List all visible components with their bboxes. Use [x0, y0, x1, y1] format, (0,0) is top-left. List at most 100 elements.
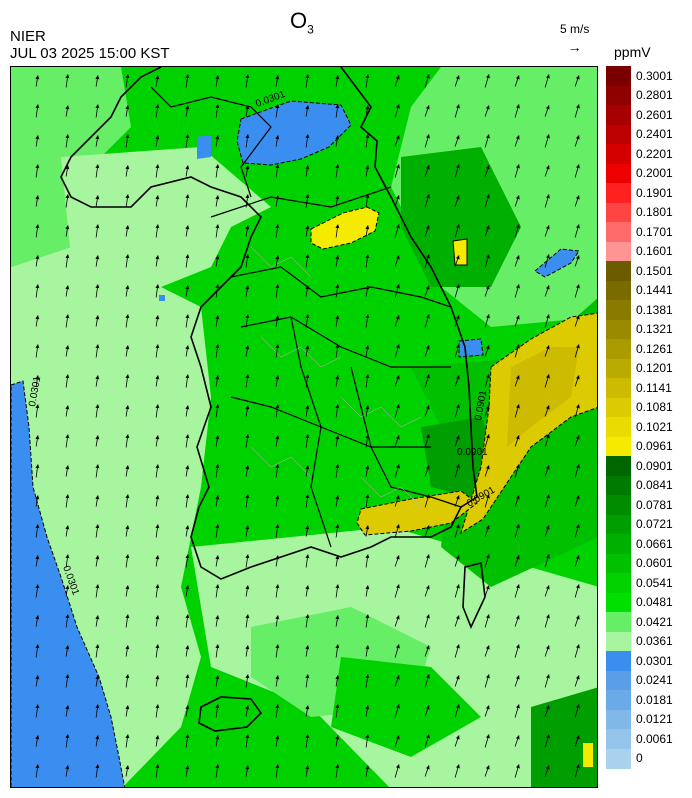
wind-arrow-icon	[544, 165, 550, 177]
wind-arrow-icon	[544, 765, 550, 777]
wind-arrow-icon	[335, 75, 340, 87]
wind-arrow-icon	[305, 105, 310, 117]
wind-arrow-icon	[275, 104, 280, 118]
wind-arrow-icon	[35, 644, 40, 658]
wind-arrow-icon	[544, 345, 550, 357]
wind-arrow-icon	[245, 134, 250, 148]
wind-arrow-icon	[125, 525, 130, 537]
legend-label: 0.1441	[636, 283, 673, 298]
legend-label: 0.0721	[636, 517, 673, 532]
wind-arrow-icon	[305, 194, 310, 208]
wind-arrow-icon	[335, 255, 340, 267]
wind-arrow-icon	[514, 164, 520, 178]
wind-arrow-icon	[95, 704, 100, 718]
wind-arrow-icon	[305, 674, 310, 688]
wind-arrow-icon	[95, 75, 100, 87]
wind-arrow-icon	[65, 405, 70, 417]
wind-arrow-icon	[155, 284, 160, 298]
wind-arrow-icon	[544, 74, 550, 88]
legend-label: 0.0901	[636, 458, 673, 473]
wind-arrow-icon	[125, 134, 130, 148]
wind-arrow-icon	[275, 675, 280, 687]
wind-arrow-icon	[574, 495, 580, 507]
wind-arrow-icon	[514, 344, 520, 358]
wind-arrow-icon	[215, 104, 220, 118]
wind-arrow-icon	[424, 645, 430, 657]
wind-arrow-icon	[514, 224, 520, 238]
wind-arrow-icon	[275, 195, 280, 207]
legend-swatch	[606, 631, 631, 652]
wind-arrow-icon	[155, 495, 160, 507]
wind-arrow-icon	[35, 255, 40, 267]
wind-arrow-icon	[185, 194, 190, 208]
wind-arrow-icon	[95, 255, 100, 267]
wind-arrow-icon	[365, 134, 370, 148]
wind-arrow-icon	[245, 345, 250, 357]
wind-arrow-icon	[155, 375, 160, 387]
wind-arrow-icon	[185, 585, 190, 597]
agency-label: NIER	[10, 28, 46, 45]
wind-arrow-icon	[245, 285, 250, 297]
wind-arrow-icon	[454, 764, 460, 778]
wind-arrow-icon	[215, 704, 220, 718]
wind-arrow-icon	[394, 704, 400, 718]
field-dark-ne	[401, 147, 521, 287]
wind-arrow-icon	[394, 435, 400, 447]
wind-arrow-icon	[365, 765, 370, 777]
wind-arrow-icon	[125, 434, 130, 448]
wind-arrow-icon	[424, 74, 430, 88]
legend-swatch	[606, 202, 631, 223]
legend-swatch	[606, 690, 631, 710]
wind-arrow-icon	[215, 255, 220, 267]
wind-arrow-icon	[574, 435, 580, 447]
wind-arrow-icon	[424, 525, 430, 537]
wind-arrow-icon	[35, 404, 40, 418]
wind-arrow-icon	[484, 765, 490, 777]
wind-arrow-icon	[365, 345, 370, 357]
wind-arrow-icon	[305, 585, 310, 597]
wind-arrow-icon	[215, 584, 220, 598]
wind-arrow-icon	[275, 344, 280, 358]
wind-arrow-icon	[514, 735, 520, 747]
wind-arrow-icon	[65, 285, 70, 297]
wind-arrow-icon	[155, 135, 160, 147]
wind-arrow-icon	[514, 404, 520, 418]
wind-arrow-icon	[335, 195, 340, 207]
wind-arrow-icon	[215, 375, 220, 387]
legend-swatch	[606, 456, 631, 476]
wind-arrow-icon	[454, 735, 460, 747]
wind-arrow-icon	[215, 644, 220, 658]
wind-arrow-icon	[35, 675, 40, 687]
wind-arrow-icon	[574, 135, 580, 147]
wind-arrow-icon	[484, 134, 490, 148]
wind-arrow-icon	[95, 135, 100, 147]
wind-arrow-icon	[35, 164, 40, 178]
wind-arrow-icon	[514, 75, 520, 87]
wind-arrow-icon	[155, 164, 160, 178]
wind-arrow-icon	[484, 254, 490, 268]
wind-arrow-icon	[544, 285, 550, 297]
wind-arrow-icon	[155, 404, 160, 418]
wind-arrow-icon	[95, 644, 100, 658]
wind-arrow-icon	[215, 224, 220, 238]
wind-arrow-icon	[305, 614, 310, 628]
legend-swatch	[606, 475, 631, 496]
wind-arrow-icon	[65, 194, 70, 208]
timestamp-label: JUL 03 2025 15:00 KST	[10, 45, 170, 62]
wind-arrow-icon	[484, 285, 490, 297]
wind-arrow-icon	[544, 134, 550, 148]
wind-arrow-icon	[305, 405, 310, 417]
wind-arrow-icon	[574, 764, 580, 778]
legend-label: 0.0601	[636, 556, 673, 571]
wind-arrow-icon	[335, 315, 340, 327]
wind-arrow-icon	[245, 105, 250, 117]
wind-reference: 5 m/s →	[560, 22, 589, 54]
wind-arrow-icon	[245, 585, 250, 597]
district-borders	[250, 246, 422, 508]
wind-arrow-icon	[125, 314, 130, 328]
wind-arrow-icon	[335, 104, 340, 118]
wind-arrow-icon	[275, 255, 280, 267]
wind-arrow-icon	[335, 644, 340, 658]
wind-arrow-icon	[155, 735, 160, 747]
title-main: O	[290, 8, 308, 33]
